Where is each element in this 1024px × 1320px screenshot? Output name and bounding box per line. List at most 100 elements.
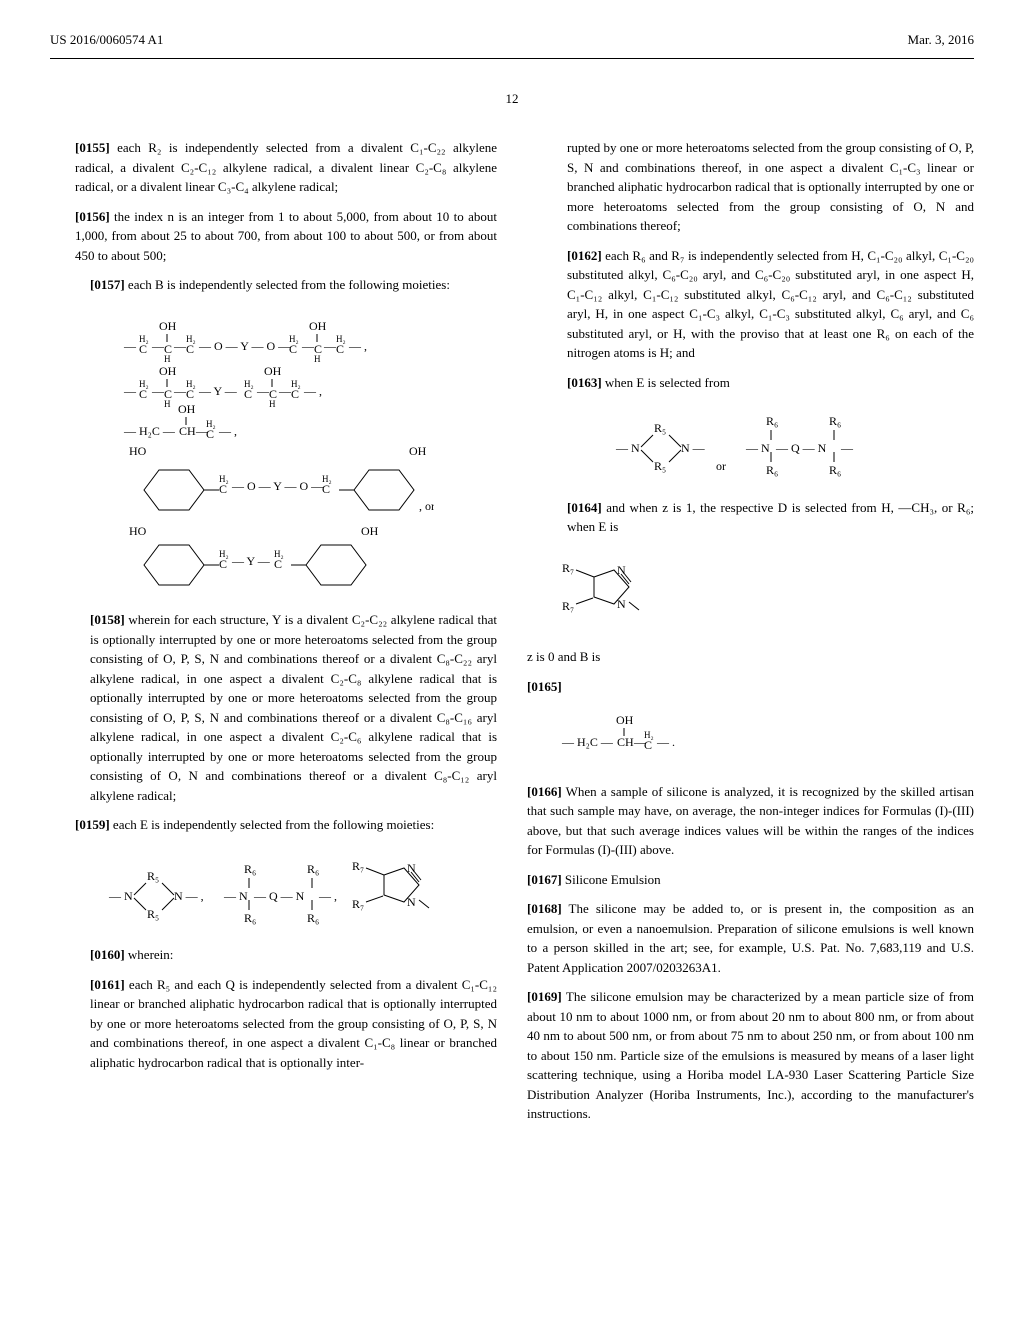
svg-text:—: — bbox=[123, 384, 137, 398]
svg-text:H: H bbox=[269, 399, 276, 409]
svg-text:H: H bbox=[164, 354, 171, 364]
para-text: and when z is 1, the respective D is sel… bbox=[567, 500, 974, 535]
svg-text:HO: HO bbox=[129, 444, 147, 458]
para-text: wherein: bbox=[128, 947, 173, 962]
paragraph-167: [0167] Silicone Emulsion bbox=[527, 870, 974, 890]
svg-text:C: C bbox=[186, 387, 194, 401]
svg-text:H: H bbox=[314, 354, 321, 364]
para-text: The silicone may be added to, or is pres… bbox=[527, 901, 974, 975]
svg-text:N — ,: N — , bbox=[174, 889, 204, 903]
svg-text:or: or bbox=[716, 459, 726, 473]
patent-date: Mar. 3, 2016 bbox=[908, 30, 974, 50]
svg-text:CH: CH bbox=[179, 424, 196, 438]
svg-text:—: — bbox=[151, 384, 165, 398]
svg-text:— Y —: — Y — bbox=[231, 554, 271, 568]
svg-text:— ,: — , bbox=[218, 424, 237, 438]
svg-text:R₅: R₅ bbox=[654, 421, 666, 435]
svg-text:— H₂C —: — H₂C — bbox=[123, 424, 176, 438]
svg-text:C: C bbox=[336, 342, 344, 356]
paragraph-163: [0163] when E is selected from bbox=[527, 373, 974, 393]
para-text: rupted by one or more heteroatoms select… bbox=[567, 140, 974, 233]
svg-text:R₆: R₆ bbox=[829, 414, 841, 428]
svg-text:—: — bbox=[173, 339, 187, 353]
svg-text:OH: OH bbox=[264, 364, 282, 378]
para-text: each R₂ is independently selected from a… bbox=[75, 140, 497, 194]
svg-text:R₇: R₇ bbox=[562, 599, 574, 613]
para-text: each E is independently selected from th… bbox=[113, 817, 434, 832]
svg-text:C: C bbox=[644, 738, 652, 752]
svg-text:R₅: R₅ bbox=[147, 907, 159, 921]
content-columns: [0155] each R₂ is independently selected… bbox=[50, 138, 974, 1134]
page-header: US 2016/0060574 A1 Mar. 3, 2016 bbox=[50, 30, 974, 50]
svg-text:C: C bbox=[291, 387, 299, 401]
paragraph-161-cont: rupted by one or more heteroatoms select… bbox=[527, 138, 974, 236]
para-text: the index n is an integer from 1 to abou… bbox=[75, 209, 497, 263]
right-column: rupted by one or more heteroatoms select… bbox=[527, 138, 974, 1134]
svg-text:OH: OH bbox=[361, 524, 379, 538]
svg-text:—: — bbox=[301, 339, 315, 353]
chemical-structure-pentagon: R₇ N N R₇ bbox=[527, 552, 974, 633]
para-num: [0158] bbox=[90, 612, 125, 627]
para-num: [0167] bbox=[527, 872, 562, 887]
svg-text:—: — bbox=[256, 384, 270, 398]
svg-text:— N: — N bbox=[615, 441, 640, 455]
svg-text:— N: — N bbox=[223, 889, 248, 903]
chemical-structure-e-moieties: — N R₅ R₅ N — , — N R₆ R₆ — Q — N bbox=[50, 850, 497, 931]
svg-text:R₆: R₆ bbox=[829, 463, 841, 477]
svg-text:— .: — . bbox=[656, 735, 675, 749]
paragraph-160: [0160] wherein: bbox=[50, 945, 497, 965]
svg-text:—: — bbox=[323, 339, 337, 353]
svg-text:— Q — N: — Q — N bbox=[775, 441, 827, 455]
para-num: [0163] bbox=[567, 375, 602, 390]
paragraph-165: [0165] bbox=[527, 677, 974, 697]
para-text: The silicone emulsion may be characteriz… bbox=[527, 989, 974, 1121]
chemical-structure-e-select: — N R₅ R₅ N — or — N R₆ R₆ — Q — N bbox=[527, 407, 974, 483]
para-num: [0165] bbox=[527, 679, 562, 694]
paragraph-162: [0162] each R₆ and R₇ is independently s… bbox=[527, 246, 974, 363]
svg-text:C: C bbox=[219, 482, 227, 496]
para-text: each B is independently selected from th… bbox=[128, 277, 450, 292]
para-text: z is 0 and B is bbox=[527, 649, 600, 664]
svg-text:— ,: — , bbox=[318, 889, 337, 903]
svg-text:C: C bbox=[206, 427, 214, 441]
svg-text:CH: CH bbox=[617, 735, 634, 749]
svg-text:C: C bbox=[289, 342, 297, 356]
svg-text:OH: OH bbox=[309, 319, 327, 333]
para-num: [0164] bbox=[567, 500, 602, 515]
svg-text:R₅: R₅ bbox=[147, 869, 159, 883]
svg-text:H: H bbox=[164, 399, 171, 409]
para-text: each R₅ and each Q is independently sele… bbox=[90, 977, 497, 1070]
svg-text:OH: OH bbox=[159, 364, 177, 378]
svg-text:R₆: R₆ bbox=[307, 911, 319, 925]
svg-text:—: — bbox=[840, 441, 854, 455]
paragraph-166: [0166] When a sample of silicone is anal… bbox=[527, 782, 974, 860]
svg-text:C: C bbox=[244, 387, 252, 401]
para-num: [0161] bbox=[90, 977, 125, 992]
z-text: z is 0 and B is bbox=[527, 647, 974, 667]
svg-text:C: C bbox=[322, 482, 330, 496]
svg-text:—: — bbox=[173, 384, 187, 398]
svg-text:OH: OH bbox=[616, 713, 634, 727]
svg-text:—: — bbox=[278, 384, 292, 398]
paragraph-155: [0155] each R₂ is independently selected… bbox=[50, 138, 497, 197]
svg-text:— Q — N: — Q — N bbox=[253, 889, 305, 903]
para-num: [0156] bbox=[75, 209, 110, 224]
paragraph-169: [0169] The silicone emulsion may be char… bbox=[527, 987, 974, 1124]
patent-number: US 2016/0060574 A1 bbox=[50, 30, 163, 50]
svg-text:N: N bbox=[407, 895, 416, 909]
chemical-structure-b-small: — H₂C — CH OH — H₂ C — . bbox=[527, 711, 974, 767]
svg-text:— N: — N bbox=[745, 441, 770, 455]
paragraph-159: [0159] each E is independently selected … bbox=[50, 815, 497, 835]
svg-text:, or: , or bbox=[419, 499, 434, 513]
paragraph-157: [0157] each B is independently selected … bbox=[50, 275, 497, 295]
svg-text:R₆: R₆ bbox=[244, 911, 256, 925]
para-num: [0168] bbox=[527, 901, 562, 916]
para-num: [0157] bbox=[90, 277, 125, 292]
svg-text:— ,: — , bbox=[303, 384, 322, 398]
paragraph-168: [0168] The silicone may be added to, or … bbox=[527, 899, 974, 977]
svg-text:—: — bbox=[123, 339, 137, 353]
svg-text:C: C bbox=[274, 557, 282, 571]
paragraph-164: [0164] and when z is 1, the respective D… bbox=[527, 498, 974, 537]
svg-text:R₇: R₇ bbox=[352, 897, 364, 911]
svg-text:— ,: — , bbox=[348, 339, 367, 353]
